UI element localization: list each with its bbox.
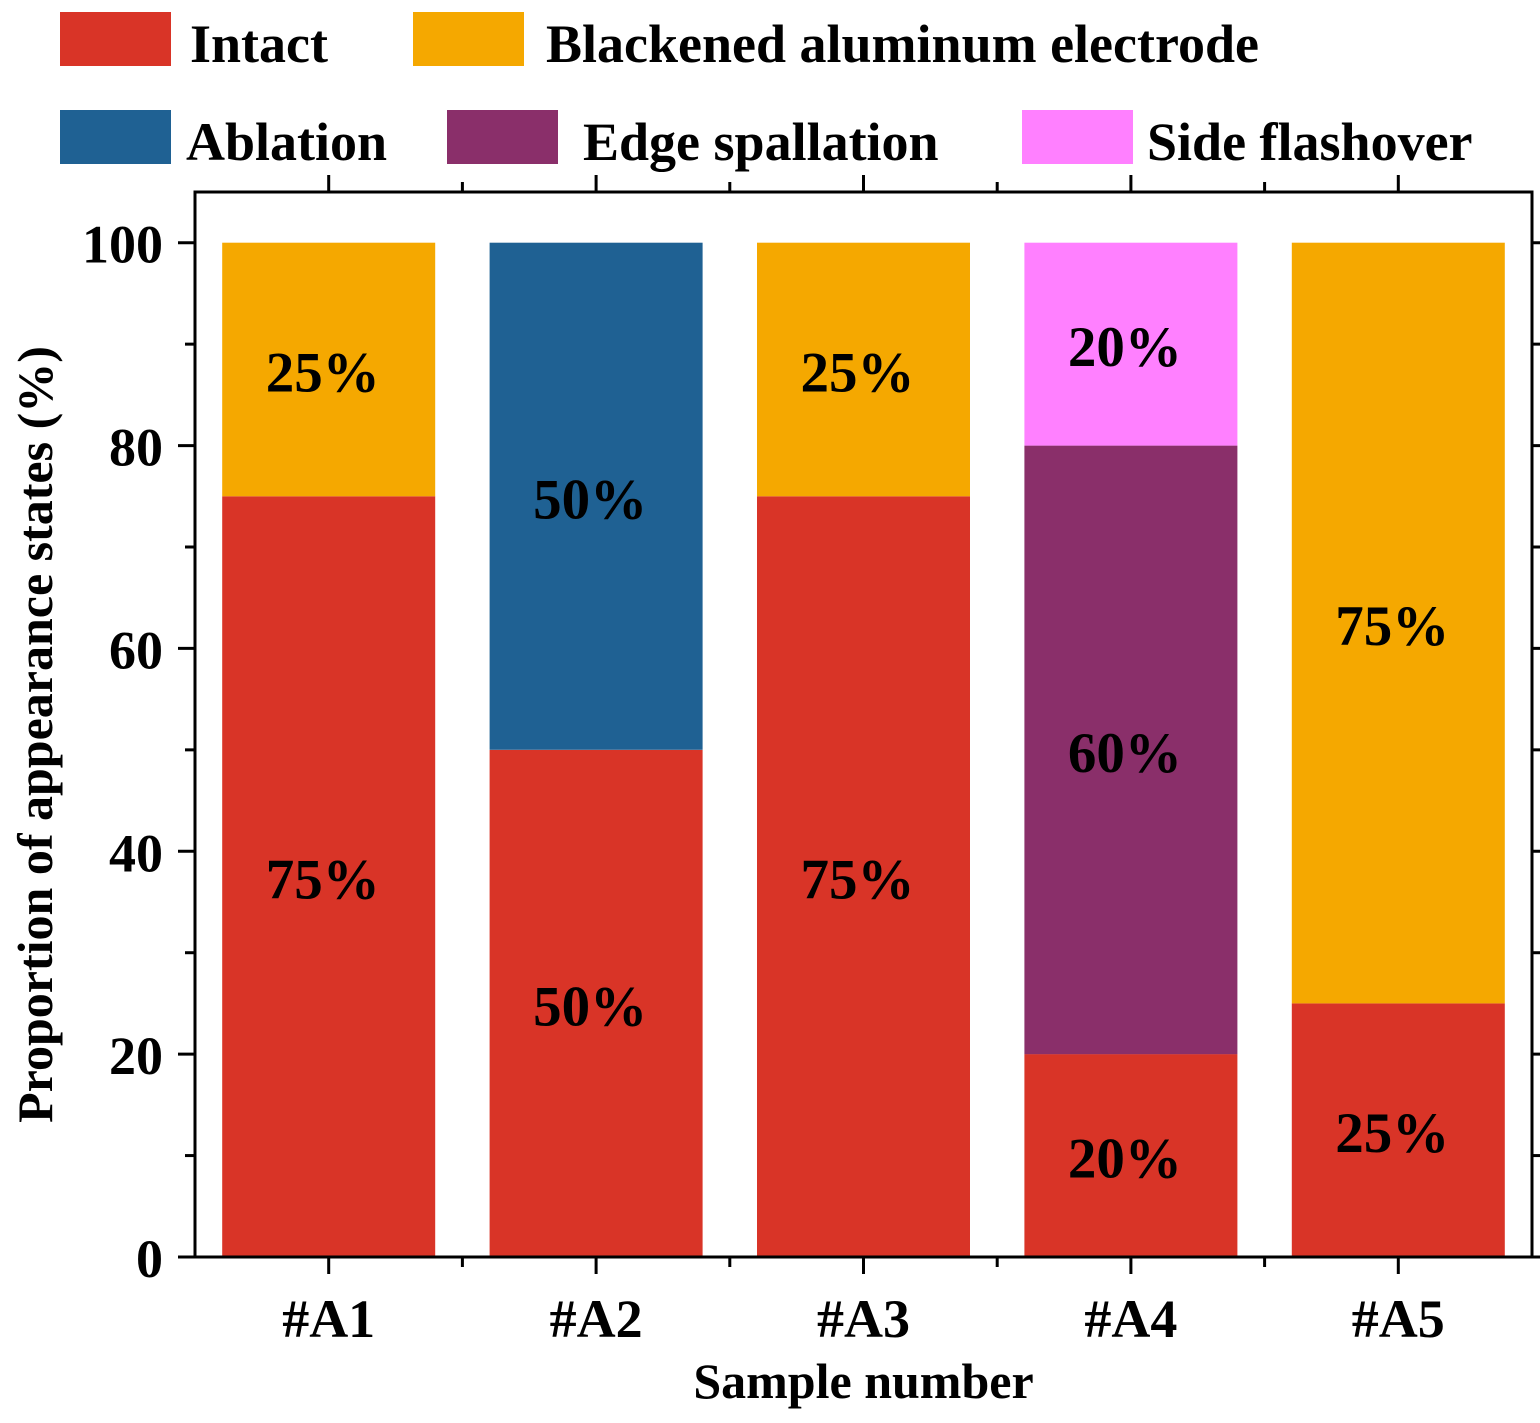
y-axis-title: Proportion of appearance states (%): [7, 346, 63, 1123]
bar-value-label: 20%: [1068, 1128, 1182, 1191]
x-tick-label: #A4: [1084, 1289, 1177, 1349]
bar-segment-edge-spallation-a4: [1024, 445, 1238, 1055]
legend-swatch-edge-spallation: [447, 110, 558, 164]
x-tick-label: #A2: [550, 1289, 643, 1349]
bar-value-label: 75%: [266, 849, 380, 912]
legend-label: Blackened aluminum electrode: [546, 14, 1259, 74]
bar-value-label: 75%: [1335, 595, 1449, 658]
bar-segment-blackened-aluminum-electrode-a3: [757, 242, 970, 497]
y-tick-label: 20: [109, 1026, 163, 1086]
bar-value-label: 25%: [1335, 1102, 1449, 1165]
bar-value-label: 25%: [801, 342, 915, 405]
bar-segment-intact-a2: [489, 749, 703, 1257]
bar-segment-intact-a1: [222, 496, 436, 1257]
legend-swatch-side-flashover: [1022, 110, 1133, 164]
bar-value-label: 75%: [801, 849, 915, 912]
legend-swatch-intact: [60, 12, 171, 66]
bar-segment-intact-a3: [757, 496, 970, 1257]
bar-segment-blackened-aluminum-electrode-a1: [222, 242, 436, 497]
x-tick-label: #A5: [1352, 1289, 1445, 1349]
legend-swatch-ablation: [60, 110, 171, 164]
y-tick-label: 40: [109, 823, 163, 883]
legend: Intact Blackened aluminum electrode Ablati…: [60, 12, 1473, 172]
y-tick-label: 0: [136, 1229, 163, 1289]
y-tick-label: 60: [109, 620, 163, 680]
bar-value-label: 60%: [1068, 722, 1182, 785]
axes: 0 20 40 60 80 100 #A1 #A2 #A3 #A4 #A5: [82, 175, 1540, 1349]
bar-value-label: 50%: [533, 975, 647, 1038]
bar-segment-side-flashover-a4: [1024, 242, 1238, 446]
bars: [222, 242, 1505, 1257]
legend-label: Intact: [190, 14, 328, 74]
bar-segment-blackened-aluminum-electrode-a5: [1291, 242, 1505, 1004]
bar-value-label: 25%: [266, 342, 380, 405]
bar-value-label: 50%: [533, 468, 647, 531]
legend-swatch-blackened-aluminum-electrode: [413, 12, 524, 66]
x-axis-title: Sample number: [693, 1353, 1033, 1409]
bar-segment-intact-a4: [1024, 1054, 1238, 1257]
bar-value-label: 20%: [1068, 316, 1182, 379]
y-tick-label: 100: [82, 215, 163, 275]
legend-label: Ablation: [186, 112, 387, 172]
x-tick-label: #A1: [282, 1289, 375, 1349]
bar-segment-intact-a5: [1291, 1003, 1505, 1257]
bar-value-labels: 75% 25% 50% 50% 75% 25% 20% 60% 20% 25% 75%: [266, 316, 1450, 1191]
y-tick-label: 80: [109, 418, 163, 478]
legend-label: Side flashover: [1147, 112, 1473, 172]
legend-label: Edge spallation: [583, 112, 939, 172]
bar-segment-ablation-a2: [489, 242, 703, 750]
x-tick-label: #A3: [817, 1289, 910, 1349]
